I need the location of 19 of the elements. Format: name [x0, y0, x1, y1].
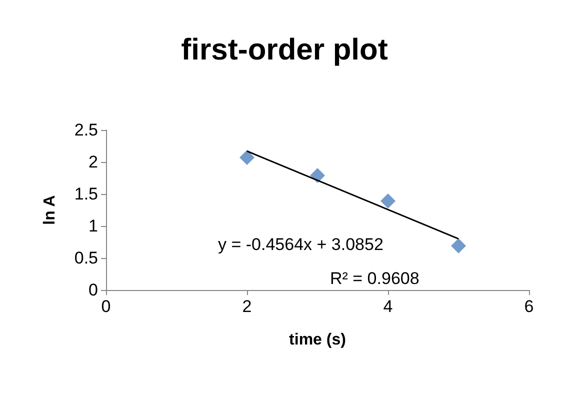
x-axis-title: time (s): [289, 332, 346, 348]
y-tick-label: 2: [88, 152, 98, 172]
x-tick-label: 2: [242, 297, 252, 316]
y-tick-label: 0.5: [74, 248, 98, 268]
x-tick-label: 4: [383, 297, 393, 316]
y-tick-label: 0: [88, 280, 98, 300]
point: [380, 194, 396, 209]
annotation: y = -0.4564x + 3.0852: [218, 235, 384, 254]
point: [451, 238, 466, 254]
point: [310, 168, 325, 183]
annotation: R² = 0.9608: [330, 269, 420, 288]
y-tick-label: 1.5: [74, 184, 98, 204]
y-tick-label: 2.5: [74, 120, 98, 140]
x-tick-label: 6: [524, 297, 534, 316]
point: [240, 150, 254, 166]
chart-title: first-order plot: [181, 34, 388, 66]
y-axis-title: ln A: [42, 194, 58, 225]
y-tick-label: 1: [88, 216, 98, 236]
x-tick-label: 0: [101, 297, 111, 316]
